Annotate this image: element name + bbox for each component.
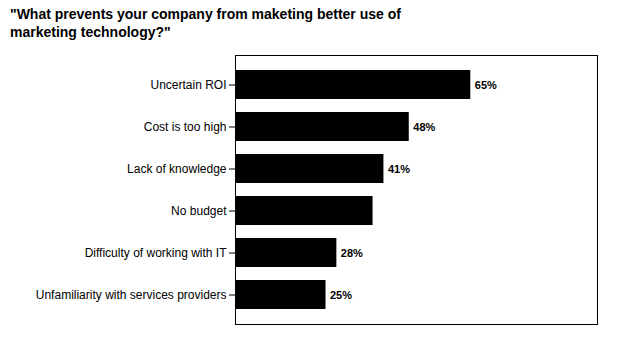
svg-text:25%: 25% [330,289,352,301]
svg-text:48%: 48% [413,121,435,133]
html-text:"What prevents your company fr: "What prevents your company from maketin… [10,6,401,40]
svg-text:Uncertain ROI: Uncertain ROI [150,78,226,92]
svg-text:28%: 28% [341,247,363,259]
svg-text:Difficulty of working with IT: Difficulty of working with IT [85,246,227,260]
svg-text:No budget: No budget [171,204,227,218]
svg-text:Cost is too high: Cost is too high [144,120,227,134]
svg-text:Unfamiliarity with services pr: Unfamiliarity with services providers [36,288,227,302]
svg-text:Lack of knowledge: Lack of knowledge [127,162,227,176]
svg-text:65%: 65% [475,79,497,91]
svg-text:41%: 41% [388,163,410,175]
